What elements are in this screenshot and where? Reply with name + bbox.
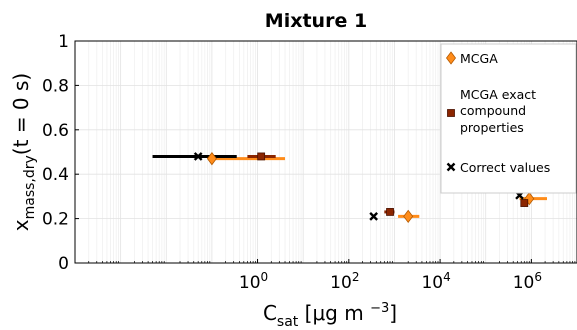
plot-frame: [74, 40, 577, 264]
x-tick-label: 102: [330, 270, 359, 293]
legend-item: MCGA: [446, 51, 498, 66]
marker-diamond: [403, 209, 414, 224]
x-tick-label: 100: [239, 270, 268, 293]
y-tick-label: 0.2: [42, 210, 69, 230]
marker-x: [193, 152, 203, 161]
x-tick-label: 106: [513, 270, 542, 293]
marker-x: [446, 162, 456, 172]
legend-label: MCGA exact: [460, 87, 536, 102]
marker-diamond: [524, 191, 535, 206]
marker-square: [520, 199, 529, 207]
legend-box: [440, 43, 577, 194]
y-tick-label: 0: [58, 254, 69, 274]
legend-item: Correct values: [446, 160, 550, 175]
y-axis-label: xmass,dry(t = 0 s): [9, 73, 38, 231]
y-tick-label: 0.4: [42, 165, 69, 185]
y-tick-label: 1: [58, 32, 69, 52]
y-tick-label: 0.8: [42, 76, 69, 96]
legend-label: properties: [460, 120, 524, 135]
legend-label: MCGA: [460, 51, 498, 66]
legend-label: compound: [460, 103, 526, 118]
legend-label: Correct values: [460, 160, 550, 175]
marker-diamond: [206, 151, 217, 166]
marker-square: [386, 208, 394, 216]
marker-diamond: [446, 51, 456, 65]
marker-square: [257, 152, 266, 161]
marker-x: [369, 212, 378, 221]
x-tick-label: 104: [421, 270, 450, 293]
axis-ticks: 0 0.2 0.4 0.6 0.8 1 100 102 104 106: [42, 32, 576, 293]
x-axis-label: Csat [μg m −3]: [263, 301, 397, 330]
marker-square: [447, 109, 455, 117]
y-tick-label: 0.6: [42, 121, 69, 141]
y-axis-label-text: xmass,dry(t = 0 s): [9, 73, 38, 231]
chart-title: Mixture 1: [265, 10, 367, 32]
data-marks: [152, 151, 547, 224]
x-axis-label-text: Csat [μg m −3]: [263, 301, 397, 330]
